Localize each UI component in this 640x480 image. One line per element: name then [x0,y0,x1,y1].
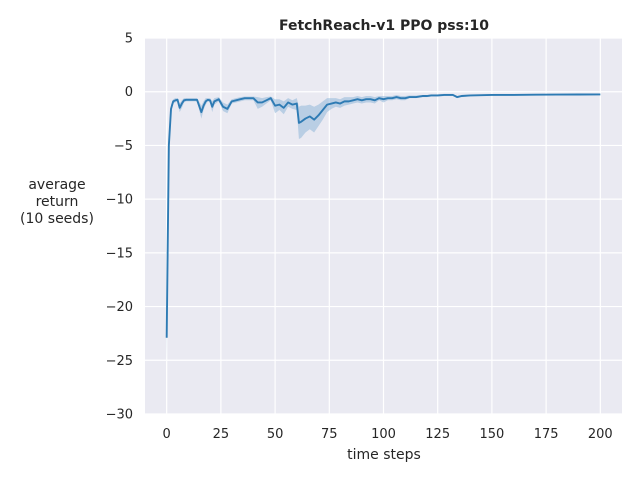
x-tick-label: 200 [588,427,613,442]
y-tick-label: −10 [106,193,133,208]
x-tick-label: 125 [425,427,450,442]
x-tick-labels: 0 25 50 75 100 125 150 175 200 [163,427,613,442]
y-axis-label-line-3: (10 seeds) [20,211,94,227]
x-tick-label: 25 [213,427,230,442]
y-tick-label: 0 [125,85,133,100]
y-tick-label: −30 [106,408,133,423]
y-tick-label: −25 [106,354,133,369]
y-tick-label: −20 [106,300,133,315]
series-line [165,93,601,338]
y-tick-label: 5 [125,32,133,47]
x-tick-label: 50 [267,427,284,442]
y-axis-label-line-2: return [36,194,79,210]
y-tick-label: −15 [106,246,133,261]
x-axis-label: time steps [347,447,421,463]
x-tick-label: 175 [534,427,559,442]
chart-title: FetchReach-v1 PPO pss:10 [279,18,489,34]
x-tick-label: 100 [371,427,396,442]
y-axis-label-line-1: average [28,177,85,193]
x-tick-label: 75 [321,427,338,442]
x-tick-label: 150 [479,427,504,442]
x-tick-label: 0 [163,427,171,442]
y-tick-labels: 5 0 −5 −10 −15 −20 −25 −30 [106,32,133,423]
y-tick-label: −5 [114,139,133,154]
